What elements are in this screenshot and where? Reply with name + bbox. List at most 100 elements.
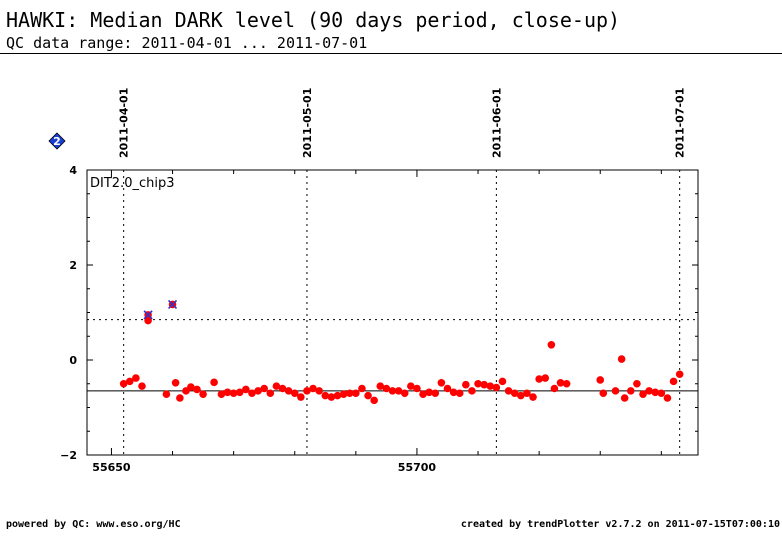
data-point xyxy=(176,394,184,402)
data-point xyxy=(645,387,653,395)
data-point xyxy=(437,379,446,387)
data-point xyxy=(388,387,397,395)
data-point xyxy=(413,384,421,393)
plot-frame xyxy=(86,169,699,456)
y-tick-label: 2 xyxy=(69,259,77,272)
data-point xyxy=(119,379,128,388)
data-point xyxy=(510,389,519,398)
data-point xyxy=(171,379,180,387)
data-point xyxy=(132,374,140,382)
data-point xyxy=(492,383,501,392)
data-point xyxy=(162,390,171,399)
plot-border xyxy=(86,169,699,456)
data-point xyxy=(370,396,378,405)
y-tick-label: 4 xyxy=(69,164,77,177)
flagged-point-cross xyxy=(167,299,178,309)
data-point xyxy=(547,341,556,349)
data-point xyxy=(611,387,620,395)
flagged-point-cross xyxy=(143,310,153,320)
data-point xyxy=(480,380,488,389)
data-point xyxy=(235,388,244,397)
data-point xyxy=(309,384,317,393)
title-divider xyxy=(0,53,782,54)
data-point xyxy=(210,378,218,387)
data-point xyxy=(419,390,427,399)
data-point xyxy=(187,383,195,391)
data-point xyxy=(290,389,299,398)
data-point xyxy=(364,391,372,400)
data-point xyxy=(455,389,464,398)
data-point xyxy=(657,389,666,398)
x-tick-label: 55700 xyxy=(398,461,437,474)
footer-created-by: created by trendPlotter v2.7.2 on 2011-0… xyxy=(460,519,780,530)
data-point xyxy=(376,382,385,390)
data-point xyxy=(321,391,330,400)
data-point xyxy=(327,393,336,401)
data-point xyxy=(556,379,565,387)
date-label: 2011-07-01 xyxy=(674,88,687,158)
data-point xyxy=(651,388,660,397)
data-point xyxy=(382,384,391,393)
data-point xyxy=(550,384,559,393)
x-tick-label: 55650 xyxy=(92,461,131,474)
data-point xyxy=(639,390,647,399)
data-point xyxy=(633,379,641,388)
data-point xyxy=(620,394,629,402)
reference-lines xyxy=(87,319,698,392)
data-points xyxy=(119,299,684,405)
data-point xyxy=(223,388,232,397)
data-point xyxy=(339,390,348,399)
y-tick-label: −2 xyxy=(60,449,77,462)
data-point xyxy=(138,382,146,390)
data-point xyxy=(199,390,207,399)
data-point xyxy=(315,387,323,395)
data-point xyxy=(125,377,134,386)
data-point xyxy=(266,389,275,398)
data-point xyxy=(443,384,452,393)
data-point xyxy=(254,387,262,395)
data-point xyxy=(541,374,550,382)
data-point xyxy=(425,388,433,397)
data-point xyxy=(517,391,525,400)
data-point xyxy=(504,387,513,395)
date-label: 2011-05-01 xyxy=(301,88,314,158)
data-point xyxy=(562,379,571,388)
date-markers: 2011-04-01 2011-05-01 2011-06-01 2011-07-01 xyxy=(118,88,687,455)
data-point xyxy=(596,376,605,384)
data-point xyxy=(278,384,287,393)
date-label: 2011-06-01 xyxy=(490,88,503,158)
data-point xyxy=(358,384,366,393)
page-title: HAWKI: Median DARK level (90 days period… xyxy=(6,8,621,32)
page-subtitle: QC data range: 2011-04-01 ... 2011-07-01 xyxy=(6,34,368,52)
y-tick-label: 0 xyxy=(69,354,77,367)
data-point xyxy=(284,387,293,395)
date-label: 2011-04-01 xyxy=(118,88,131,158)
data-point xyxy=(260,384,268,393)
data-point xyxy=(474,379,482,388)
data-point xyxy=(297,393,305,401)
data-point xyxy=(663,394,672,402)
data-point xyxy=(498,377,507,386)
data-point xyxy=(229,389,238,398)
data-point xyxy=(486,382,495,390)
data-point xyxy=(462,380,470,389)
data-point xyxy=(449,388,458,397)
data-point xyxy=(431,389,440,398)
data-point xyxy=(345,389,354,398)
data-point xyxy=(599,389,608,398)
data-point xyxy=(352,389,360,398)
data-point xyxy=(529,393,537,401)
data-point xyxy=(248,389,256,398)
axis-ticks: −2 0 2 4 55650 55700 xyxy=(60,164,698,474)
data-point xyxy=(523,389,531,398)
data-point xyxy=(272,382,281,390)
flagged-point xyxy=(143,310,153,320)
data-point xyxy=(400,389,409,398)
data-point xyxy=(675,370,684,379)
panel-label: DIT2.0_chip3 xyxy=(90,176,174,191)
data-point xyxy=(407,382,415,390)
score-badge: 2 xyxy=(48,132,66,150)
data-point xyxy=(217,390,226,399)
flagged-point xyxy=(167,299,178,309)
